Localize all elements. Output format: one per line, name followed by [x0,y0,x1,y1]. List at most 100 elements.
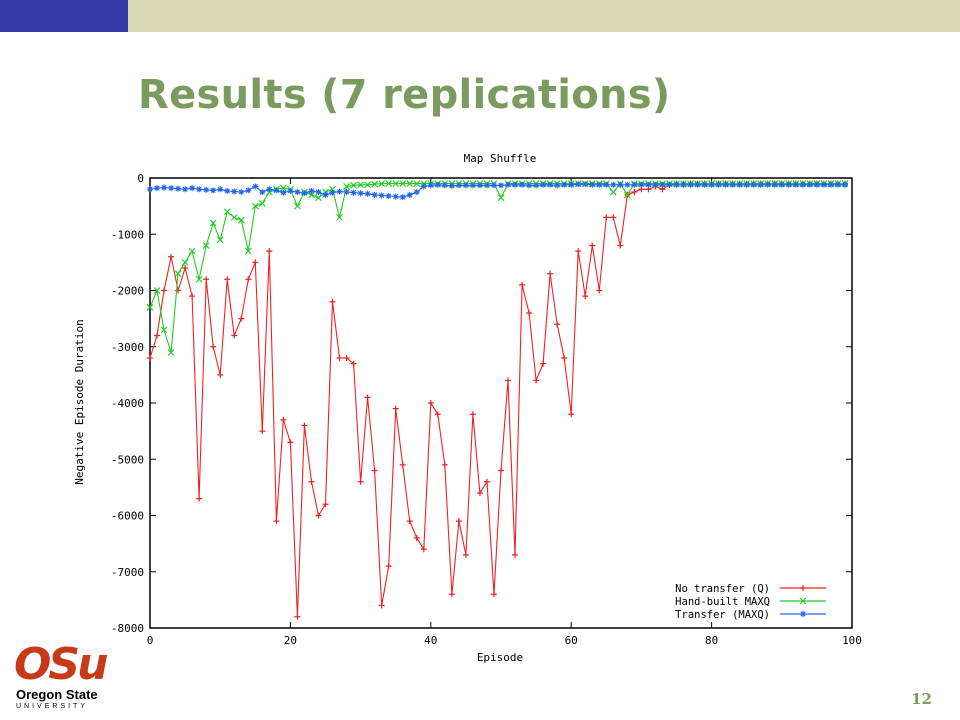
x-tick-label: 40 [424,634,437,647]
data-point [708,181,715,188]
y-tick-label: -6000 [111,510,144,523]
data-point [420,546,427,553]
data-point [378,180,386,188]
data-point [498,182,504,189]
data-point [181,258,189,266]
data-point [364,190,371,197]
data-point [279,184,287,192]
data-point [483,478,490,485]
data-point [680,181,687,188]
data-point [231,332,238,339]
series-line [149,183,845,617]
data-point [392,405,399,412]
data-point [638,181,645,188]
data-point [202,242,210,249]
data-point [547,270,554,277]
data-point [561,181,568,188]
data-point [154,185,161,192]
data-point [315,194,322,202]
data-point [280,416,287,423]
data-point [533,377,540,384]
data-point [294,613,301,620]
data-point [834,181,841,188]
data-point [490,591,497,598]
data-point [413,180,421,188]
data-point [589,242,596,249]
data-point [596,287,603,294]
data-point [603,214,610,221]
data-point [301,190,308,197]
legend-label: Hand-built MAXQ [675,596,770,608]
data-point [343,183,350,190]
data-point [161,184,168,191]
data-point [687,181,694,188]
data-point [175,185,182,192]
data-point [244,247,252,255]
y-tick-label: -2000 [111,285,144,298]
data-point [596,181,603,188]
x-tick-label: 100 [842,634,862,647]
data-point [729,181,736,188]
data-point [785,181,792,188]
data-point [364,181,372,189]
data-point [174,270,182,278]
data-point [258,199,266,207]
data-point [147,186,153,193]
data-point [210,343,217,350]
data-point [540,181,547,188]
data-point [778,181,785,188]
data-point [589,181,596,188]
data-point [315,512,322,519]
logo-name: Oregon State [16,687,98,702]
data-point [195,275,203,283]
y-tick-label: -3000 [111,341,144,354]
data-point [420,183,427,190]
osu-logo: OSu Oregon State UNIVERSITY [12,640,112,716]
data-point [554,182,561,189]
y-tick-label: -8000 [111,622,144,635]
data-point [182,265,189,271]
data-point [392,180,400,188]
data-point [293,202,301,210]
data-point [666,181,673,188]
x-tick-label: 60 [565,634,578,647]
data-point [750,181,757,188]
data-point [230,213,238,221]
x-tick-label: 20 [284,634,297,647]
data-point [526,182,533,189]
data-point [743,181,750,188]
data-point [251,202,259,210]
series-0 [147,180,848,620]
x-axis-label: Episode [477,651,523,664]
data-point [813,181,820,188]
x-tick-label: 0 [147,634,154,647]
data-point [287,439,294,446]
data-point [764,181,771,188]
data-point [547,181,554,188]
data-point [294,189,301,196]
legend-label: No transfer (Q) [675,583,770,595]
data-point [308,187,315,194]
data-point [189,185,196,192]
data-point [736,181,743,188]
data-point [399,180,407,188]
data-point [146,303,154,311]
data-point [806,181,813,188]
data-point [406,180,414,188]
data-point [582,181,589,188]
data-point [182,186,189,193]
data-point [364,394,371,401]
data-point [322,501,329,508]
data-point [519,281,526,288]
data-point [582,293,589,300]
data-point [554,321,561,328]
data-point [196,495,203,502]
data-point [217,186,224,193]
data-point [196,186,203,193]
data-point [308,478,315,485]
data-point [469,411,476,418]
data-point [168,185,175,192]
data-point [231,188,238,195]
data-point [188,247,196,255]
data-point [385,180,393,188]
